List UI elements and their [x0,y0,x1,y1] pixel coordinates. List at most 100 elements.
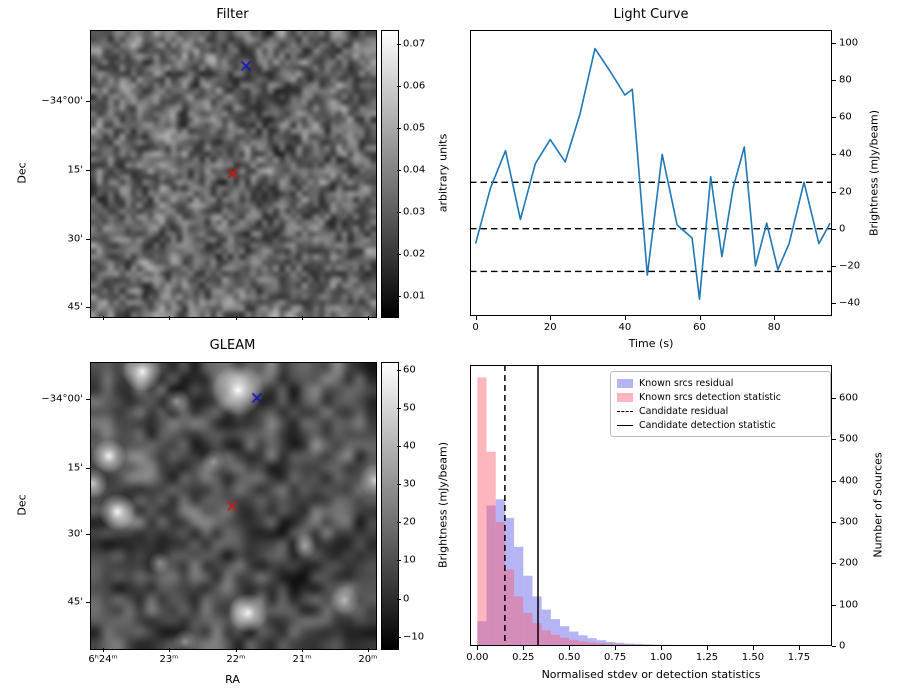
tick-mark [302,648,304,652]
tick-mark [367,316,369,320]
tick-mark [86,238,90,240]
gleam-xlabel: RA [225,673,240,686]
tick-mark [397,560,401,562]
tick-mark [397,295,401,297]
tick-label: 400 [839,475,859,487]
tick-label: 1.50 [741,652,765,663]
hist-bar [514,546,524,646]
tick-mark [86,100,90,102]
lightcurve-title: Light Curve [613,7,689,22]
tick-mark [86,533,90,535]
tick-label: 60 [403,364,416,376]
tick-label: 0.06 [403,80,426,92]
gleam-title: GLEAM [209,338,256,353]
tick-label: 0 [403,593,410,605]
tick-mark [798,646,800,650]
tick-label: 100 [839,37,859,49]
tick-mark [475,316,477,320]
tick-mark [832,563,836,565]
hist-bar [587,642,597,646]
hist-bar [615,642,625,646]
hist-bar [523,575,533,646]
tick-mark [397,253,401,255]
legend-label-candidate-residual: Candidate residual [639,405,729,417]
hist-bar [486,451,496,646]
hist-bar [514,596,524,646]
tick-label: 50 [403,402,416,414]
gleam-colorbar-canvas [381,362,399,650]
tick-mark [397,86,401,88]
tick-mark [569,646,571,650]
tick-mark [832,154,836,156]
tick-label: 15' [67,164,83,176]
gleam-image-canvas [90,362,377,650]
gleam-colorbar-label: Brightness (mJy/beam) [436,441,450,569]
tick-label: 200 [839,557,859,569]
tick-mark [168,316,170,320]
tick-mark [397,170,401,172]
tick-mark [832,604,836,606]
tick-label: 0.75 [604,652,627,663]
tick-label: 0.04 [403,164,426,176]
legend-swatch-residual [617,378,633,388]
tick-mark [235,316,237,320]
tick-mark [832,80,836,82]
tick-label: 0 [839,640,846,652]
tick-label: 20 [839,186,852,198]
tick-mark [86,602,90,604]
tick-mark [774,316,776,320]
tick-label: 10 [403,554,416,566]
tick-mark [86,170,90,172]
hist-bar [605,641,616,646]
tick-label: 0.07 [403,38,426,50]
tick-label: 0.03 [403,206,426,218]
legend-swatch-detection [617,392,633,402]
tick-label: 80 [767,322,781,333]
tick-mark [168,648,170,652]
tick-label: 22ᵐ [226,654,246,665]
tick-label: 40 [403,440,416,452]
tick-label: 300 [839,516,859,528]
tick-label: 15' [67,462,83,474]
tick-mark [832,646,836,647]
filter-ylabel: Dec [15,162,29,184]
tick-mark [397,128,401,130]
tick-mark [550,316,552,320]
tick-label: 0.00 [466,652,489,663]
tick-mark [615,646,617,650]
lightcurve-plot [470,30,832,316]
tick-label: 6ʰ24ᵐ [88,654,118,665]
legend-row-candidate-residual: Candidate residual [617,404,824,418]
tick-mark [752,646,754,650]
filter-colorbar-label: arbitrary units [436,133,450,213]
tick-label: 0 [472,322,479,333]
tick-label: −10 [403,631,425,643]
tick-mark [832,117,836,119]
tick-label: 30' [67,528,83,540]
tick-mark [235,648,237,652]
tick-mark [832,439,836,441]
legend-dashed-line-sample [617,410,633,412]
tick-mark [832,522,836,524]
lightcurve-line [474,47,831,301]
hist-bar [569,631,579,646]
tick-mark [103,648,105,652]
tick-label: 1.00 [649,652,673,663]
tick-mark [707,646,709,650]
tick-label: 30' [67,233,83,245]
filter-colorbar-canvas [381,30,399,318]
tick-mark [397,445,401,447]
hist-bar [605,643,616,646]
tick-mark [661,646,663,650]
tick-mark [832,265,836,267]
lightcurve-xlabel: Time (s) [628,337,674,350]
hist-bar [560,637,570,646]
legend-label-candidate-detection: Candidate detection statistic [639,419,776,431]
tick-label: 21ᵐ [292,654,312,665]
filter-title: Filter [216,7,249,22]
tick-label: 600 [839,392,859,404]
tick-mark [832,43,836,44]
legend-row-candidate-detection: Candidate detection statistic [617,418,824,432]
tick-label: 20ᵐ [358,654,378,665]
tick-label: 20 [403,516,416,528]
